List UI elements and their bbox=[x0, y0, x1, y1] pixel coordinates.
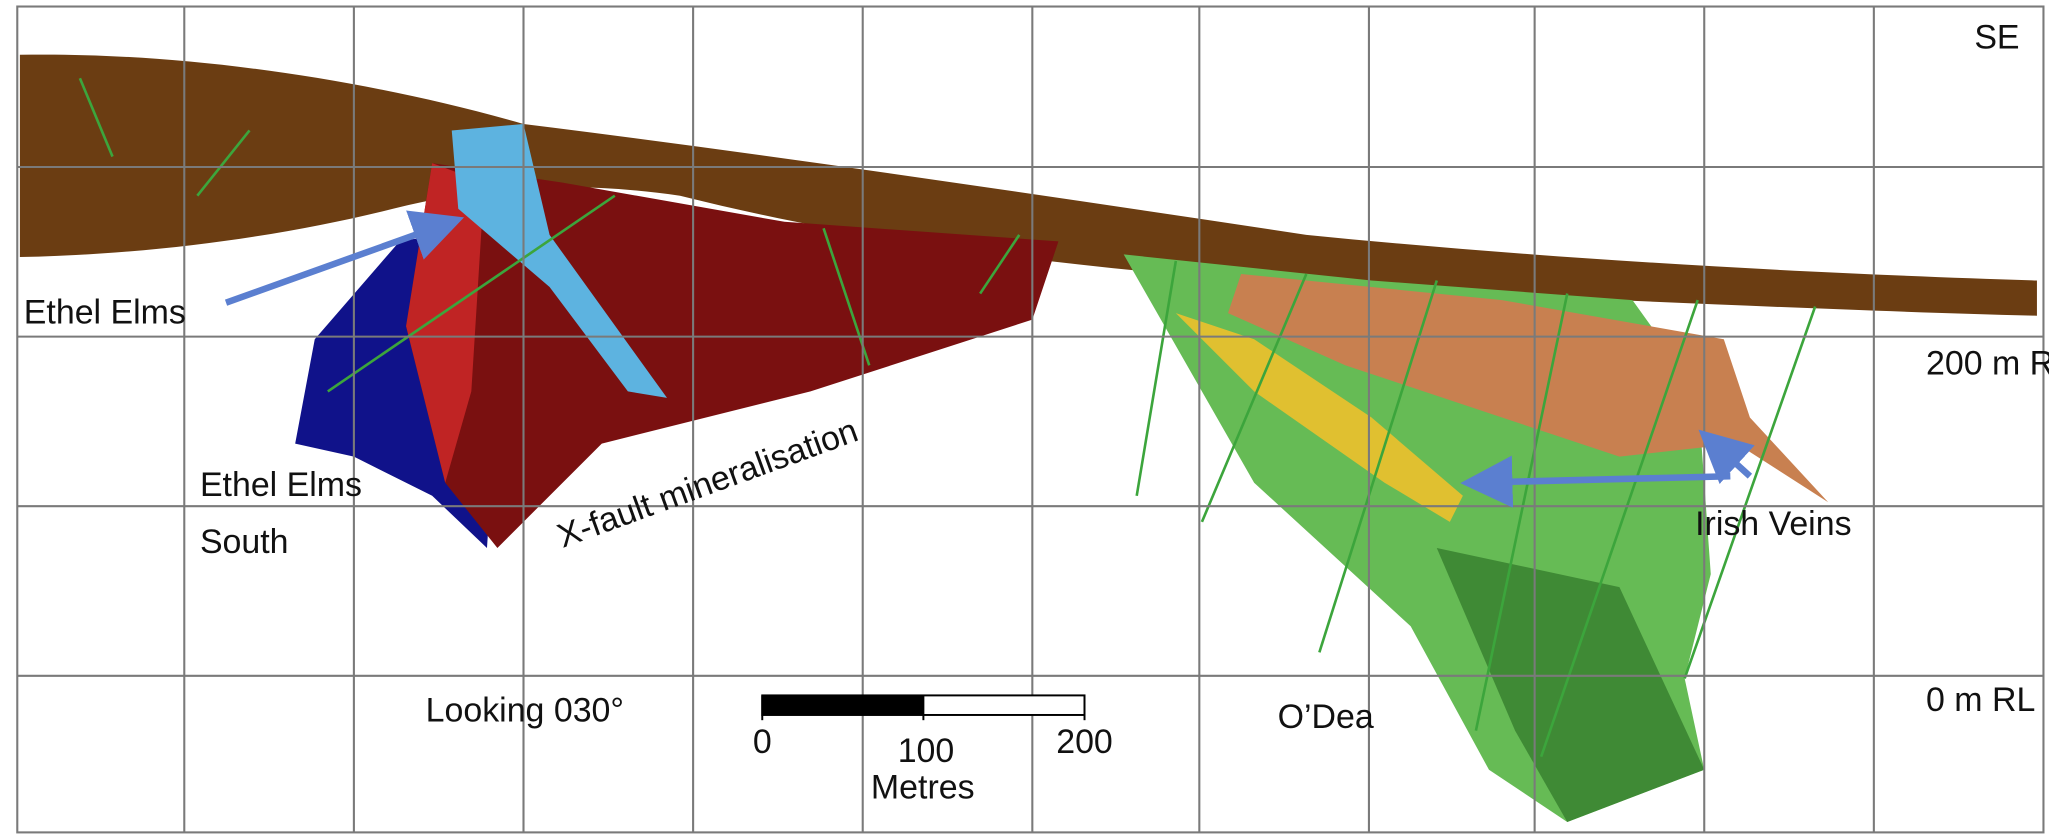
scale-tick-label: 200 bbox=[1056, 723, 1113, 761]
view-label: Looking 030° bbox=[426, 691, 624, 729]
direction-label: SE bbox=[1974, 18, 2019, 56]
deposit-label: Ethel Elms bbox=[200, 466, 362, 504]
deposit-label: South bbox=[200, 523, 289, 561]
rl-label: 0 m RL bbox=[1926, 681, 2035, 719]
scale-tick-label: 100 bbox=[898, 732, 955, 770]
deposit-label: O’Dea bbox=[1278, 698, 1374, 736]
rl-label: 200 m RL bbox=[1926, 344, 2049, 382]
deposit-label: Ethel Elms bbox=[24, 294, 186, 332]
scale-bar-segment bbox=[762, 695, 923, 715]
scale-tick-label: 0 bbox=[753, 723, 772, 761]
section-view: SE 200 m RL 0 m RL Ethel Elms Ethel Elms… bbox=[0, 0, 2049, 835]
deposit-label: Irish Veins bbox=[1695, 505, 1851, 543]
scale-unit: Metres bbox=[871, 768, 975, 806]
